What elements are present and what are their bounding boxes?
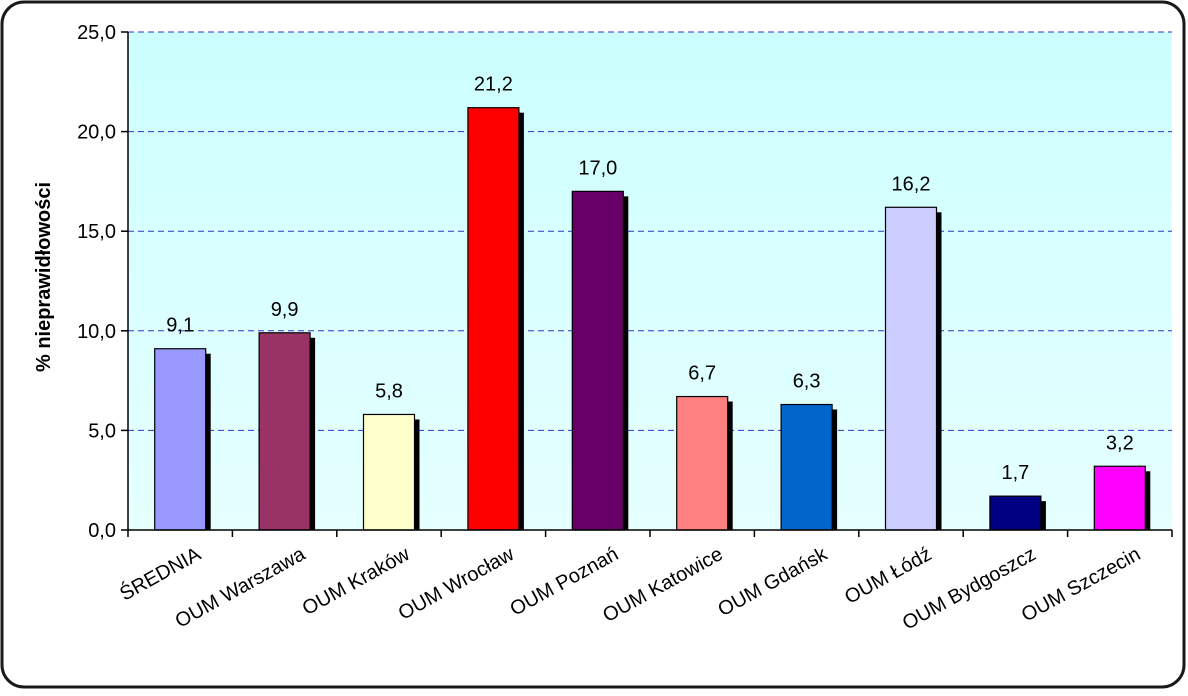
bar-10	[1093, 465, 1146, 531]
data-label: 21,2	[474, 74, 513, 96]
bar-6	[676, 395, 729, 531]
data-label: 6,3	[793, 371, 821, 393]
data-label: 17,0	[578, 157, 617, 179]
bars	[154, 107, 1146, 531]
y-tick-label: 20,0	[77, 122, 116, 144]
data-label: 3,2	[1106, 432, 1134, 454]
y-tick-label: 5,0	[88, 420, 116, 442]
y-tick-label: 10,0	[77, 321, 116, 343]
bar-2	[258, 332, 311, 531]
y-tick-label: 15,0	[77, 221, 116, 243]
data-label: 1,7	[1001, 462, 1029, 484]
bar-3	[362, 413, 416, 531]
bar-9	[989, 495, 1042, 531]
y-tick-label: 25,0	[77, 22, 116, 44]
data-label: 9,1	[166, 315, 194, 337]
y-tick-labels: 0,0 5,0 10,0 15,0 20,0 25,0	[77, 22, 116, 542]
bar-5	[571, 190, 624, 531]
bar-4	[467, 107, 520, 531]
data-label: 5,8	[375, 380, 403, 402]
axes	[121, 31, 1173, 537]
bar-1	[154, 348, 207, 531]
data-label: 9,9	[271, 299, 299, 321]
data-labels: 9,1 9,9 5,8 21,2 17,0 6,7 6,3 16,2 1,7 3,2	[166, 74, 1133, 484]
bar-8	[884, 206, 938, 531]
bar-7	[780, 403, 833, 531]
data-label: 16,2	[892, 173, 931, 195]
data-label: 6,7	[688, 363, 716, 385]
y-tick-label: 0,0	[88, 520, 116, 542]
y-axis-title: % nieprawidłowości	[33, 182, 55, 372]
